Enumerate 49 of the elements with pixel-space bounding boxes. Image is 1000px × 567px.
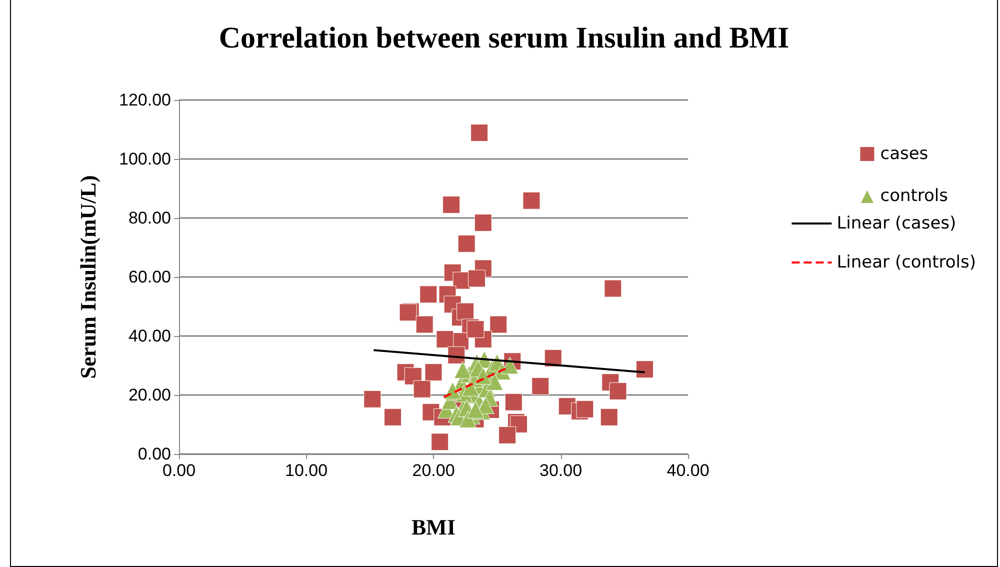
y-axis-title: Serum Insulin(mU/L): [76, 175, 100, 379]
legend-label: Linear (cases): [836, 214, 956, 234]
y-tick-label: 20.00: [128, 386, 171, 404]
point: [466, 401, 484, 418]
point: [468, 270, 486, 288]
point: [364, 390, 382, 408]
point: [604, 280, 622, 298]
x-tick-label: 20.00: [412, 461, 455, 480]
point: [431, 433, 449, 451]
legend-label: cases: [880, 144, 928, 164]
point: [504, 393, 522, 411]
y-tick-label: 80.00: [128, 208, 171, 228]
x-tick-label: 40.00: [666, 461, 710, 480]
y-tick-label: 120.00: [119, 90, 171, 110]
y-tick-label: 100.00: [119, 150, 171, 168]
x-tick-label: 10.00: [284, 461, 328, 480]
x-tick-label: 30.00: [539, 461, 582, 480]
point: [576, 400, 594, 418]
point: [609, 382, 627, 400]
chart-title: Correlation between serum Insulin and BMI: [218, 22, 790, 54]
point: [600, 408, 618, 426]
point: [486, 372, 504, 390]
y-tick-label: 0.00: [138, 444, 171, 464]
point: [420, 286, 438, 304]
point: [436, 330, 454, 348]
x-axis-title: BMI: [412, 514, 456, 540]
point: [458, 234, 476, 252]
point: [522, 192, 540, 210]
point: [413, 380, 431, 398]
y-tick-label: 60.00: [128, 268, 171, 286]
point: [456, 302, 474, 320]
point: [384, 408, 402, 426]
y-tick-label: 40.00: [128, 326, 171, 346]
legend-label: Linear (controls): [836, 252, 976, 272]
point: [501, 356, 519, 374]
x-tick-label: 0.00: [162, 461, 196, 480]
point: [416, 316, 434, 334]
point: [470, 124, 488, 142]
point: [466, 320, 484, 338]
point: [462, 378, 480, 396]
point: [442, 196, 460, 214]
point: [498, 426, 516, 444]
point: [474, 214, 492, 232]
point: [490, 316, 508, 334]
point: [424, 364, 442, 382]
point: [532, 377, 550, 395]
legend-label: controls: [880, 186, 948, 206]
point: [636, 360, 654, 378]
point: [454, 361, 472, 379]
